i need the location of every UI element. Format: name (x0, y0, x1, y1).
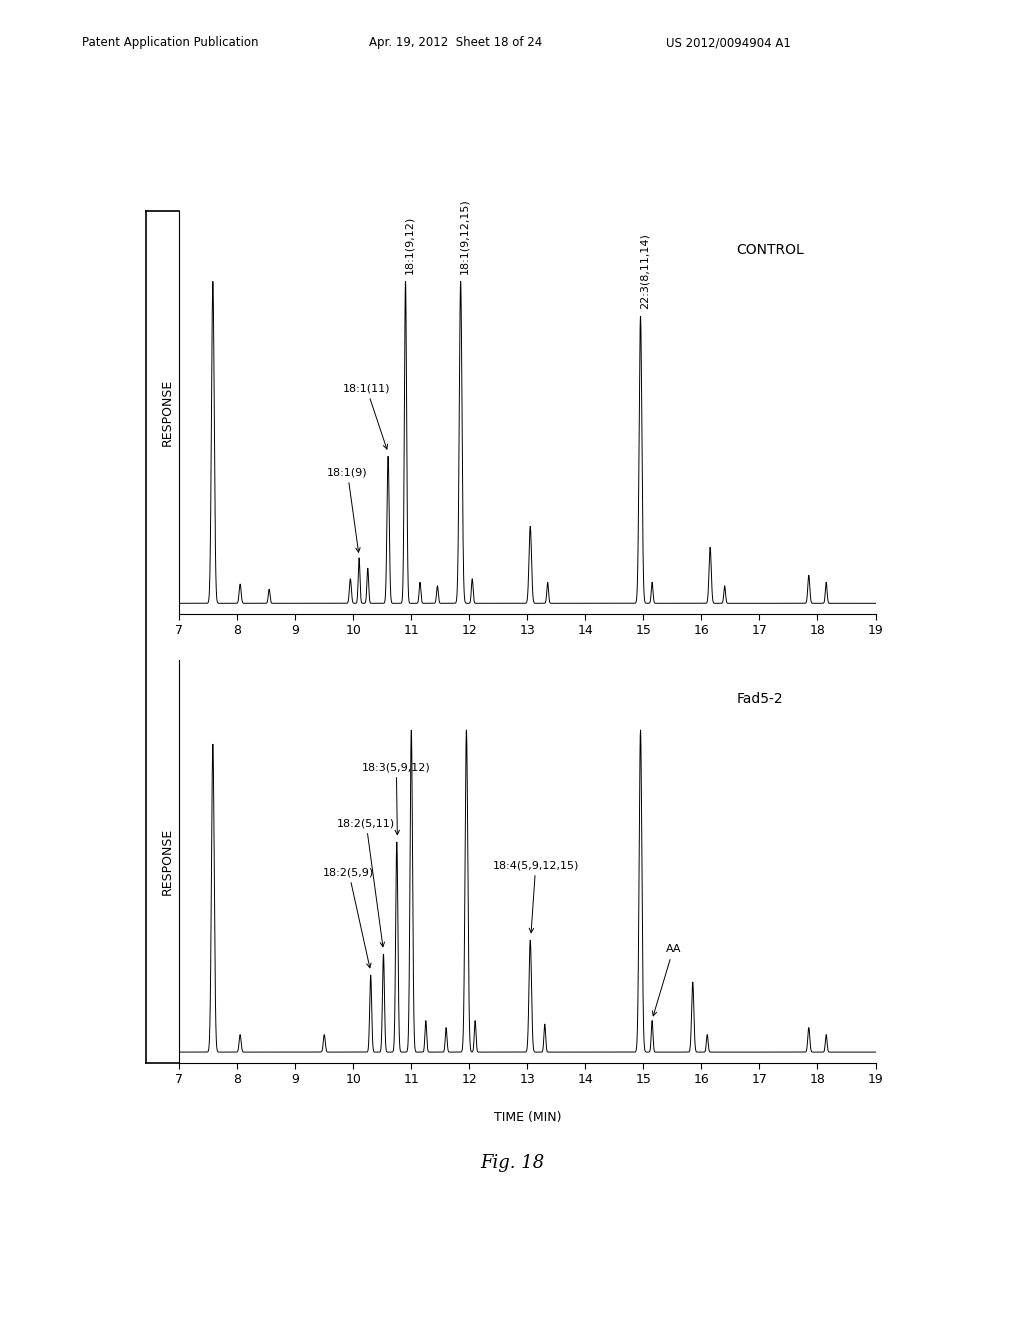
Y-axis label: RESPONSE: RESPONSE (161, 379, 174, 446)
Text: Patent Application Publication: Patent Application Publication (82, 36, 258, 49)
Text: 18:3(5,9,12): 18:3(5,9,12) (362, 762, 431, 834)
Text: US 2012/0094904 A1: US 2012/0094904 A1 (666, 36, 791, 49)
Text: CONTROL: CONTROL (736, 243, 804, 257)
Text: 22:3(8,11,14): 22:3(8,11,14) (640, 234, 649, 309)
Text: Fig. 18: Fig. 18 (480, 1154, 544, 1172)
Text: 18:2(5,11): 18:2(5,11) (337, 818, 395, 946)
Text: 18:4(5,9,12,15): 18:4(5,9,12,15) (493, 861, 579, 933)
Text: AA: AA (652, 944, 681, 1016)
Text: Fad5-2: Fad5-2 (736, 692, 783, 706)
X-axis label: TIME (MIN): TIME (MIN) (494, 1111, 561, 1123)
Text: Apr. 19, 2012  Sheet 18 of 24: Apr. 19, 2012 Sheet 18 of 24 (369, 36, 542, 49)
Text: 18:1(9,12,15): 18:1(9,12,15) (460, 198, 470, 275)
Text: 18:1(11): 18:1(11) (343, 383, 390, 449)
X-axis label: TIME (MIN): TIME (MIN) (494, 663, 561, 675)
Y-axis label: RESPONSE: RESPONSE (161, 828, 174, 895)
Text: 18:1(9): 18:1(9) (328, 467, 368, 552)
Text: 18:1(9,12): 18:1(9,12) (404, 216, 415, 275)
Text: 18:2(5,9): 18:2(5,9) (324, 867, 375, 968)
